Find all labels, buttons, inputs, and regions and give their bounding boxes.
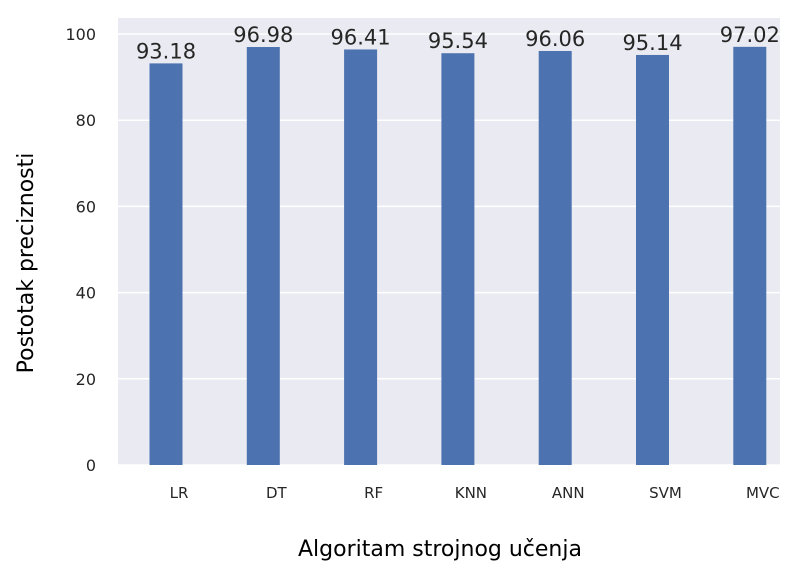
x-tick-label-ann: ANN [552, 484, 585, 502]
bar-dt [246, 47, 280, 465]
bar-knn [441, 53, 475, 466]
value-labels: 93.18 96.98 96.41 95.54 96.06 95.14 97.02 [136, 23, 780, 64]
x-axis-label: Algoritam strojnog učenja [298, 537, 582, 562]
x-tick-label-lr: LR [170, 484, 189, 502]
x-tick-labels: LR DT RF KNN ANN SVM MVC [170, 484, 780, 502]
y-tick-label: 100 [65, 25, 96, 44]
bar-lr [149, 63, 183, 466]
y-axis-label: Postotak preciznosti [14, 153, 39, 374]
x-tick-label-knn: KNN [455, 484, 487, 502]
bar-rf [344, 49, 378, 465]
x-tick-label-rf: RF [364, 484, 383, 502]
value-label-knn: 95.54 [428, 29, 488, 53]
value-label-dt: 96.98 [233, 23, 293, 47]
value-label-ann: 96.06 [525, 27, 585, 51]
x-tick-label-mvc: MVC [746, 484, 780, 502]
y-tick-label: 40 [76, 284, 96, 303]
y-tick-label: 0 [86, 456, 96, 475]
y-tick-label: 20 [76, 370, 96, 389]
bars [149, 46, 767, 466]
value-label-svm: 95.14 [622, 31, 682, 55]
y-tick-label: 60 [76, 197, 96, 216]
x-tick-label-svm: SVM [649, 484, 682, 502]
bar-ann [538, 50, 572, 466]
value-label-lr: 93.18 [136, 39, 196, 63]
value-label-rf: 96.41 [331, 25, 391, 49]
x-tick-label-dt: DT [266, 484, 288, 502]
bar-mvc [733, 46, 767, 465]
y-tick-labels: 0 20 40 60 80 100 [65, 25, 96, 475]
value-label-mvc: 97.02 [720, 23, 780, 47]
bar-svm [636, 54, 669, 466]
y-tick-label: 80 [76, 111, 96, 130]
